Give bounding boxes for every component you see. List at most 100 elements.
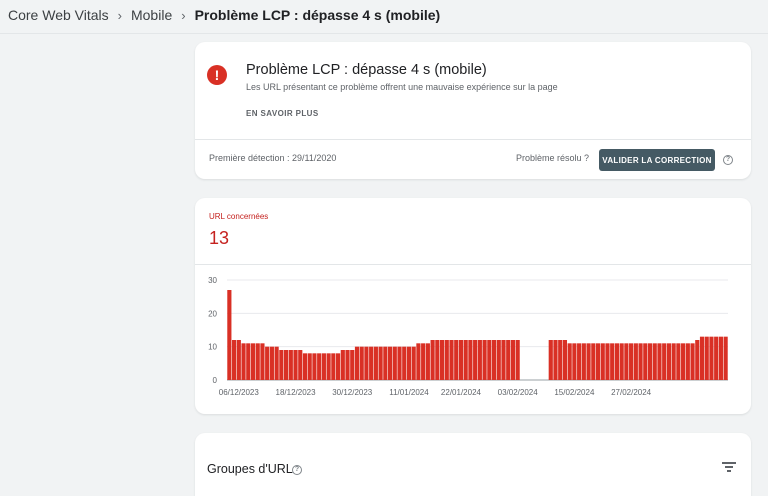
- chart-bar[interactable]: [331, 353, 336, 380]
- chart-bar[interactable]: [430, 340, 435, 380]
- chart-bar[interactable]: [350, 350, 355, 380]
- chart-bar[interactable]: [718, 336, 723, 380]
- chart-bar[interactable]: [558, 340, 563, 380]
- chart-bar[interactable]: [714, 336, 719, 380]
- chart-bar[interactable]: [577, 343, 582, 380]
- chart-bar[interactable]: [406, 346, 412, 380]
- chart-bar[interactable]: [709, 336, 714, 380]
- chart-bar[interactable]: [255, 343, 260, 380]
- chart-bar[interactable]: [307, 353, 312, 380]
- chart-bar[interactable]: [652, 343, 657, 380]
- chart-bar[interactable]: [279, 350, 284, 380]
- chart-bar[interactable]: [638, 343, 643, 380]
- chart-bar[interactable]: [605, 343, 610, 380]
- chart-bar[interactable]: [411, 346, 416, 380]
- chart-bar[interactable]: [643, 343, 648, 380]
- chart-bar[interactable]: [458, 340, 464, 380]
- chart-bar[interactable]: [477, 340, 482, 380]
- chart-bar[interactable]: [548, 340, 553, 380]
- chart-bar[interactable]: [666, 343, 671, 380]
- chart-bar[interactable]: [326, 353, 331, 380]
- chart-bar[interactable]: [619, 343, 624, 380]
- chart-bar[interactable]: [704, 336, 709, 380]
- chart-bar[interactable]: [250, 343, 256, 380]
- help-icon[interactable]: ?: [723, 155, 733, 165]
- chart-bar[interactable]: [600, 343, 605, 380]
- chart-bar[interactable]: [402, 346, 407, 380]
- chart-bar[interactable]: [468, 340, 473, 380]
- chart-bar[interactable]: [439, 340, 445, 380]
- chart-bar[interactable]: [671, 343, 676, 380]
- chart-bar[interactable]: [482, 340, 487, 380]
- chart-bar[interactable]: [685, 343, 690, 380]
- chart-bar[interactable]: [510, 340, 516, 380]
- chart-bar[interactable]: [378, 346, 383, 380]
- chart-bar[interactable]: [416, 343, 421, 380]
- chart-bar[interactable]: [633, 343, 638, 380]
- chart-bar[interactable]: [241, 343, 246, 380]
- chart-bar[interactable]: [236, 340, 241, 380]
- chart-bar[interactable]: [373, 346, 378, 380]
- chart-bar[interactable]: [274, 346, 279, 380]
- chart-bar[interactable]: [629, 343, 634, 380]
- chart-bar[interactable]: [614, 343, 620, 380]
- chart-bar[interactable]: [340, 350, 345, 380]
- chart-bar[interactable]: [397, 346, 402, 380]
- chart-bar[interactable]: [284, 350, 289, 380]
- chart-bar[interactable]: [501, 340, 506, 380]
- chart-bar[interactable]: [487, 340, 492, 380]
- chart-bar[interactable]: [595, 343, 601, 380]
- chart-bar[interactable]: [723, 336, 728, 380]
- chart-bar[interactable]: [581, 343, 586, 380]
- chart-bar[interactable]: [387, 346, 393, 380]
- chart-bar[interactable]: [695, 340, 700, 380]
- chart-bar[interactable]: [260, 343, 265, 380]
- filter-icon[interactable]: [722, 461, 736, 473]
- chart-bar[interactable]: [610, 343, 615, 380]
- chart-bar[interactable]: [473, 340, 478, 380]
- chart-bar[interactable]: [269, 346, 274, 380]
- chart-bar[interactable]: [506, 340, 511, 380]
- chart-bar[interactable]: [586, 343, 591, 380]
- chart-bar[interactable]: [454, 340, 459, 380]
- chart-bar[interactable]: [676, 343, 681, 380]
- chart-bar[interactable]: [321, 353, 326, 380]
- chart-bar[interactable]: [425, 343, 430, 380]
- chart-bar[interactable]: [681, 343, 686, 380]
- chart-bar[interactable]: [699, 336, 705, 380]
- chart-bar[interactable]: [312, 353, 317, 380]
- chart-bar[interactable]: [335, 353, 341, 380]
- chart-bar[interactable]: [496, 340, 501, 380]
- chart-bar[interactable]: [657, 343, 662, 380]
- chart-bar[interactable]: [435, 340, 440, 380]
- help-icon[interactable]: ?: [292, 465, 302, 475]
- chart-bar[interactable]: [345, 350, 350, 380]
- chart-bar[interactable]: [232, 340, 237, 380]
- chart-bar[interactable]: [572, 343, 577, 380]
- chart-bar[interactable]: [293, 350, 298, 380]
- chart-bar[interactable]: [567, 343, 572, 380]
- chart-bar[interactable]: [515, 340, 520, 380]
- chart-bar[interactable]: [364, 346, 369, 380]
- validate-fix-button[interactable]: VALIDER LA CORRECTION: [599, 149, 715, 171]
- chart-bar[interactable]: [354, 346, 360, 380]
- chart-bar[interactable]: [562, 340, 568, 380]
- chart-bar[interactable]: [265, 346, 270, 380]
- chart-bar[interactable]: [624, 343, 629, 380]
- chart-bar[interactable]: [302, 353, 308, 380]
- chart-bar[interactable]: [227, 290, 232, 380]
- chart-bar[interactable]: [463, 340, 468, 380]
- chart-bar[interactable]: [444, 340, 449, 380]
- chart-bar[interactable]: [246, 343, 251, 380]
- chart-bar[interactable]: [359, 346, 364, 380]
- chart-bar[interactable]: [392, 346, 397, 380]
- chart-bar[interactable]: [298, 350, 303, 380]
- chart-bar[interactable]: [690, 343, 695, 380]
- chart-bar[interactable]: [421, 343, 426, 380]
- chart-bar[interactable]: [647, 343, 653, 380]
- chart-bar[interactable]: [317, 353, 322, 380]
- chart-bar[interactable]: [662, 343, 667, 380]
- chart-bar[interactable]: [288, 350, 293, 380]
- chart-bar[interactable]: [369, 346, 374, 380]
- chart-bar[interactable]: [591, 343, 596, 380]
